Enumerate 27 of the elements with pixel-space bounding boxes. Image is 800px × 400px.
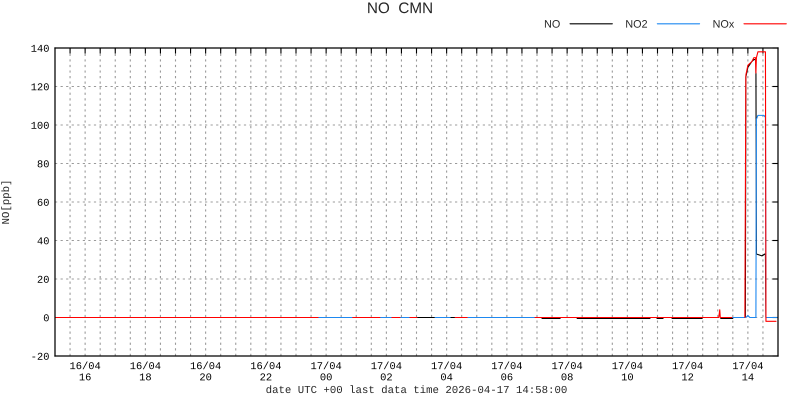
y-tick-label: -20 (32, 352, 49, 360)
x-tick-label: 16/04 20 (190, 362, 221, 380)
x-tick-label: 17/04 00 (311, 362, 342, 380)
y-tick-label: 40 (37, 237, 49, 244)
x-tick-label: 17/04 12 (672, 362, 703, 380)
y-tick-label: 0 (44, 314, 49, 322)
x-tick-label: 16/04 18 (130, 362, 160, 380)
x-tick-label: 17/04 10 (612, 362, 642, 380)
legend-label: NO (544, 20, 560, 28)
y-tick-label: 140 (31, 44, 49, 52)
chart-title: NO CMN (368, 2, 432, 14)
x-tick-label: 16/04 22 (251, 362, 281, 380)
legend-label: NO2 (626, 20, 648, 28)
y-axis-title: NO[ppb] (1, 182, 12, 224)
y-tick-label: 120 (31, 83, 49, 90)
x-tick-label: 17/04 08 (552, 362, 582, 380)
y-tick-label: 100 (31, 122, 49, 129)
x-tick-label: 17/04 14 (733, 362, 763, 380)
y-tick-label: 60 (38, 198, 49, 206)
y-tick-label: 80 (38, 160, 49, 168)
x-tick-label: 16/04 16 (70, 362, 100, 380)
x-tick-label: 17/04 04 (432, 362, 462, 380)
y-tick-label: 20 (38, 276, 49, 283)
legend-label: NOx (713, 20, 734, 28)
x-tick-label: 17/04 02 (372, 362, 402, 380)
x-axis-title: date UTC +00 last data time 2026-04-17 14:58:00 (266, 385, 567, 394)
x-tick-label: 17/04 06 (492, 362, 522, 380)
